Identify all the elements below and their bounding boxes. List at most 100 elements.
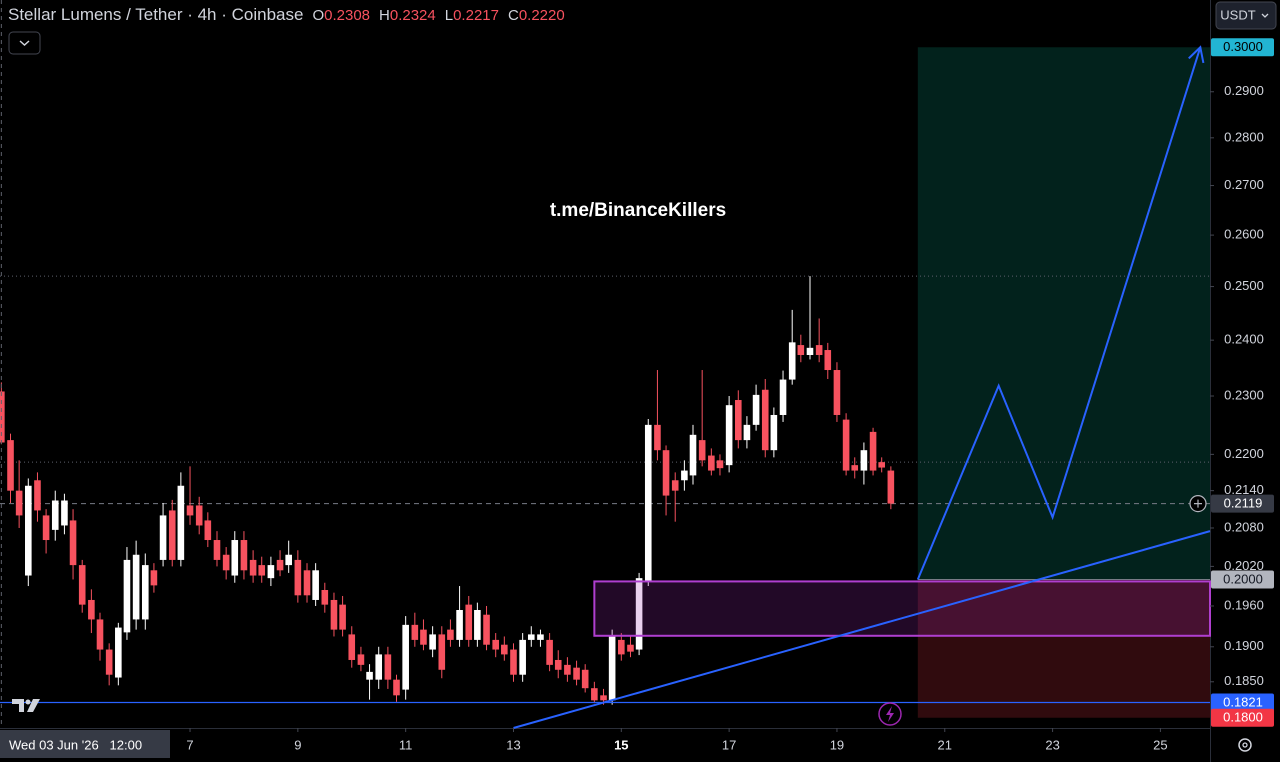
candle-body bbox=[294, 559, 302, 596]
candle-body bbox=[501, 644, 508, 655]
candle-body bbox=[573, 667, 580, 680]
currency-button[interactable]: USDT bbox=[1215, 1, 1277, 30]
candle-body bbox=[770, 414, 778, 451]
settings-button[interactable] bbox=[1238, 738, 1252, 752]
candle-body bbox=[402, 624, 409, 690]
candle-body bbox=[78, 565, 86, 605]
price-label-box bbox=[1211, 693, 1274, 712]
candle-body bbox=[761, 389, 769, 451]
candle-body bbox=[366, 671, 373, 680]
candle-body bbox=[249, 559, 257, 576]
candle-body bbox=[195, 505, 203, 526]
legend-key: H bbox=[379, 7, 390, 24]
candle-body bbox=[869, 431, 877, 471]
candle-body bbox=[258, 565, 266, 576]
alert-icon[interactable] bbox=[878, 702, 902, 726]
tradingview-logo bbox=[12, 699, 40, 712]
y-tick-label: 0.2020 bbox=[1224, 558, 1264, 573]
price-label-box bbox=[1211, 494, 1274, 513]
candle-body bbox=[168, 510, 176, 560]
y-tick-label: 0.2600 bbox=[1224, 227, 1264, 242]
candle-body bbox=[0, 391, 5, 443]
x-tick-label: 9 bbox=[294, 737, 301, 752]
candle-body bbox=[860, 450, 868, 471]
candle-body bbox=[115, 627, 122, 678]
x-tick-label: 15 bbox=[614, 737, 628, 752]
candle-body bbox=[546, 639, 553, 665]
y-tick-label: 0.1850 bbox=[1224, 673, 1264, 688]
candle-body bbox=[833, 370, 841, 415]
candle-body bbox=[411, 624, 419, 640]
y-tick-label: 0.2700 bbox=[1224, 177, 1264, 192]
y-tick-label: 0.2400 bbox=[1224, 332, 1264, 347]
candle-body bbox=[519, 639, 526, 675]
candle-body bbox=[465, 604, 473, 640]
candle-body bbox=[438, 634, 446, 670]
candle-body bbox=[231, 540, 239, 576]
candle-body bbox=[312, 570, 319, 600]
candle-body bbox=[492, 639, 499, 650]
candle-body bbox=[321, 590, 329, 605]
candle-body bbox=[123, 559, 131, 633]
legend-value: 0.2324 bbox=[389, 7, 436, 24]
candle-body bbox=[222, 554, 230, 571]
x-tick-label: 13 bbox=[506, 737, 520, 752]
add-alert-button[interactable] bbox=[1189, 494, 1207, 513]
candle-body bbox=[303, 570, 311, 596]
watermark: t.me/BinanceKillers bbox=[550, 200, 726, 221]
price-label: 0.1821 bbox=[1223, 694, 1263, 709]
candle-body bbox=[429, 634, 436, 650]
y-tick-label: 0.1900 bbox=[1224, 638, 1264, 653]
candle-body bbox=[627, 644, 634, 652]
candle-body bbox=[420, 629, 427, 645]
candle-body bbox=[564, 664, 571, 675]
candle-body bbox=[725, 405, 733, 466]
x-tick-label: 17 bbox=[722, 737, 736, 752]
candle-body bbox=[141, 565, 149, 620]
candle-body bbox=[186, 505, 194, 516]
candle-body bbox=[716, 460, 724, 469]
candle-body bbox=[267, 565, 275, 579]
candle-body bbox=[276, 559, 284, 571]
trendline bbox=[513, 530, 1211, 729]
x-tick-label: 7 bbox=[186, 737, 193, 752]
price-label-box bbox=[1211, 38, 1274, 57]
crosshair-label-box bbox=[0, 730, 170, 758]
candle-body bbox=[734, 400, 742, 441]
candle-body bbox=[159, 515, 167, 560]
dropdown-button[interactable] bbox=[8, 31, 41, 55]
candle-body bbox=[752, 394, 760, 425]
symbol-title: Stellar Lumens / Tether · 4h · Coinbase bbox=[8, 5, 304, 24]
candle-body bbox=[806, 347, 814, 356]
candle-body bbox=[743, 424, 751, 441]
candle-body bbox=[689, 434, 697, 476]
candle-body bbox=[878, 462, 885, 468]
y-tick-label: 0.2080 bbox=[1224, 519, 1264, 534]
legend-key: C bbox=[507, 7, 519, 24]
candle-body bbox=[96, 619, 104, 650]
candle-body bbox=[348, 634, 356, 660]
candle-body bbox=[474, 610, 481, 640]
legend-key: O bbox=[312, 7, 325, 24]
y-tick-label: 0.2300 bbox=[1224, 387, 1264, 402]
x-tick-label: 21 bbox=[938, 737, 952, 752]
candle-body bbox=[788, 342, 796, 380]
symbol-header: Stellar Lumens / Tether · 4h · Coinbase … bbox=[8, 5, 565, 25]
candle-body bbox=[456, 610, 463, 640]
legend-value: 0.2308 bbox=[324, 7, 371, 24]
currency-label: USDT bbox=[1220, 7, 1255, 22]
candle-body bbox=[510, 649, 517, 675]
candle-body bbox=[384, 654, 392, 680]
legend-value: 0.2217 bbox=[453, 7, 499, 24]
arrow-head bbox=[1188, 45, 1205, 64]
price-label: 0.1800 bbox=[1223, 710, 1263, 725]
candle-body bbox=[42, 515, 50, 541]
y-tick-label: 0.2900 bbox=[1224, 83, 1264, 98]
stop-zone bbox=[917, 579, 1210, 718]
candle-body bbox=[608, 636, 616, 701]
candle-body bbox=[375, 654, 383, 680]
candle-body bbox=[600, 695, 607, 701]
y-tick-label: 0.2200 bbox=[1224, 446, 1264, 461]
candle-body bbox=[285, 554, 292, 566]
